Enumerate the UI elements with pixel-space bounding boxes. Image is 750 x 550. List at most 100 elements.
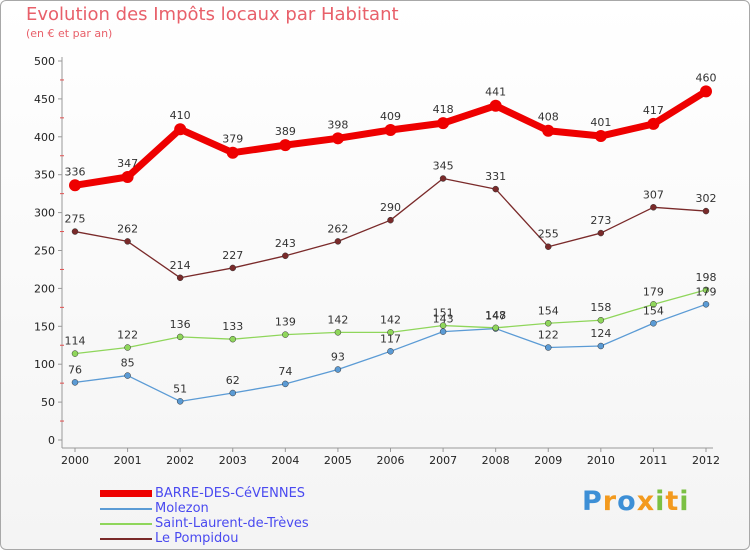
y-tick-label: 100 xyxy=(34,358,55,371)
data-label: 460 xyxy=(696,71,717,84)
data-point xyxy=(229,389,236,397)
data-point xyxy=(71,350,79,357)
data-point xyxy=(597,229,605,237)
data-point xyxy=(331,132,344,145)
data-point xyxy=(650,320,657,327)
data-label: 290 xyxy=(380,201,401,214)
data-label: 122 xyxy=(117,329,138,342)
data-label: 307 xyxy=(643,188,664,201)
data-label: 142 xyxy=(327,313,348,326)
data-label: 158 xyxy=(590,301,611,314)
data-point xyxy=(702,207,710,215)
y-tick-label: 0 xyxy=(48,434,55,447)
data-point xyxy=(279,139,292,152)
logo-letter: P xyxy=(582,486,603,517)
data-point xyxy=(176,274,184,282)
data-label: 76 xyxy=(68,363,82,376)
x-tick-label: 2007 xyxy=(429,454,457,467)
data-label: 136 xyxy=(170,318,191,331)
x-tick-label: 2012 xyxy=(692,454,720,467)
y-tick-label: 350 xyxy=(34,169,55,182)
chart-subtitle: (en € et par an) xyxy=(26,27,113,40)
data-label: 379 xyxy=(222,133,243,146)
legend-item: BARRE-DES-CéVENNES xyxy=(100,486,309,501)
data-label: 62 xyxy=(226,374,240,387)
chart-title: Evolution des Impôts locaux par Habitant xyxy=(26,4,399,25)
legend-item: Molezon xyxy=(100,501,309,516)
data-point xyxy=(71,228,79,235)
data-point xyxy=(334,366,342,373)
x-tick-label: 2002 xyxy=(166,454,194,467)
logo-letter: r xyxy=(602,486,618,517)
data-point xyxy=(387,329,394,336)
data-label: 179 xyxy=(643,285,664,298)
data-label: 143 xyxy=(433,313,454,326)
data-point xyxy=(647,117,660,130)
data-point xyxy=(176,398,184,405)
data-label: 154 xyxy=(538,304,559,317)
legend-swatch xyxy=(100,537,152,540)
data-label: 398 xyxy=(327,118,348,131)
data-point xyxy=(282,331,289,338)
legend-swatch xyxy=(100,490,152,497)
x-tick-label: 2008 xyxy=(482,454,510,467)
data-label: 410 xyxy=(170,109,191,122)
data-label: 336 xyxy=(65,165,86,178)
legend-label: Saint-Laurent-de-Trèves xyxy=(155,516,309,531)
x-tick-label: 2011 xyxy=(639,454,667,467)
data-label: 409 xyxy=(380,110,401,123)
data-point xyxy=(229,335,236,343)
y-tick-label: 450 xyxy=(34,93,55,106)
data-label: 198 xyxy=(696,271,717,284)
data-point xyxy=(597,342,605,350)
data-label: 227 xyxy=(222,249,243,262)
data-label: 302 xyxy=(696,192,717,205)
data-label: 93 xyxy=(331,351,345,364)
data-point xyxy=(594,130,607,143)
data-point xyxy=(492,185,499,193)
data-label: 262 xyxy=(117,222,138,235)
data-label: 85 xyxy=(121,357,135,370)
data-label: 139 xyxy=(275,316,296,329)
data-label: 273 xyxy=(590,214,611,227)
data-label: 275 xyxy=(65,213,86,226)
y-tick-label: 400 xyxy=(34,131,55,144)
legend-swatch xyxy=(100,507,152,510)
x-tick-label: 2003 xyxy=(219,454,247,467)
data-label: 122 xyxy=(538,329,559,342)
data-point xyxy=(437,117,450,130)
data-label: 133 xyxy=(222,320,243,333)
data-point xyxy=(229,264,236,272)
data-label: 142 xyxy=(380,313,401,326)
data-point xyxy=(489,99,502,112)
y-tick-label: 150 xyxy=(34,320,55,333)
logo-letter: i xyxy=(679,486,690,517)
data-label: 114 xyxy=(65,335,86,348)
data-label: 117 xyxy=(380,332,401,345)
logo-letter: o xyxy=(617,486,637,517)
data-point xyxy=(121,170,134,183)
data-label: 51 xyxy=(173,382,187,395)
y-tick-label: 250 xyxy=(34,245,55,258)
data-point xyxy=(545,243,552,250)
data-label: 408 xyxy=(538,111,559,124)
x-tick-label: 2006 xyxy=(377,454,405,467)
data-point xyxy=(387,216,394,224)
legend-label: BARRE-DES-CéVENNES xyxy=(155,486,306,501)
data-label: 179 xyxy=(696,285,717,298)
data-point xyxy=(702,301,710,308)
legend-label: Le Pompidou xyxy=(155,531,239,546)
data-label: 441 xyxy=(485,86,506,99)
logo-letter: x xyxy=(636,486,656,517)
data-label: 418 xyxy=(433,103,454,116)
data-label: 151 xyxy=(433,307,454,320)
data-point xyxy=(71,379,79,386)
x-tick-label: 2010 xyxy=(587,454,615,467)
data-label: 417 xyxy=(643,104,664,117)
data-label: 347 xyxy=(117,157,138,170)
data-point xyxy=(69,179,81,192)
data-point xyxy=(545,344,552,351)
x-tick-label: 2001 xyxy=(114,454,142,467)
